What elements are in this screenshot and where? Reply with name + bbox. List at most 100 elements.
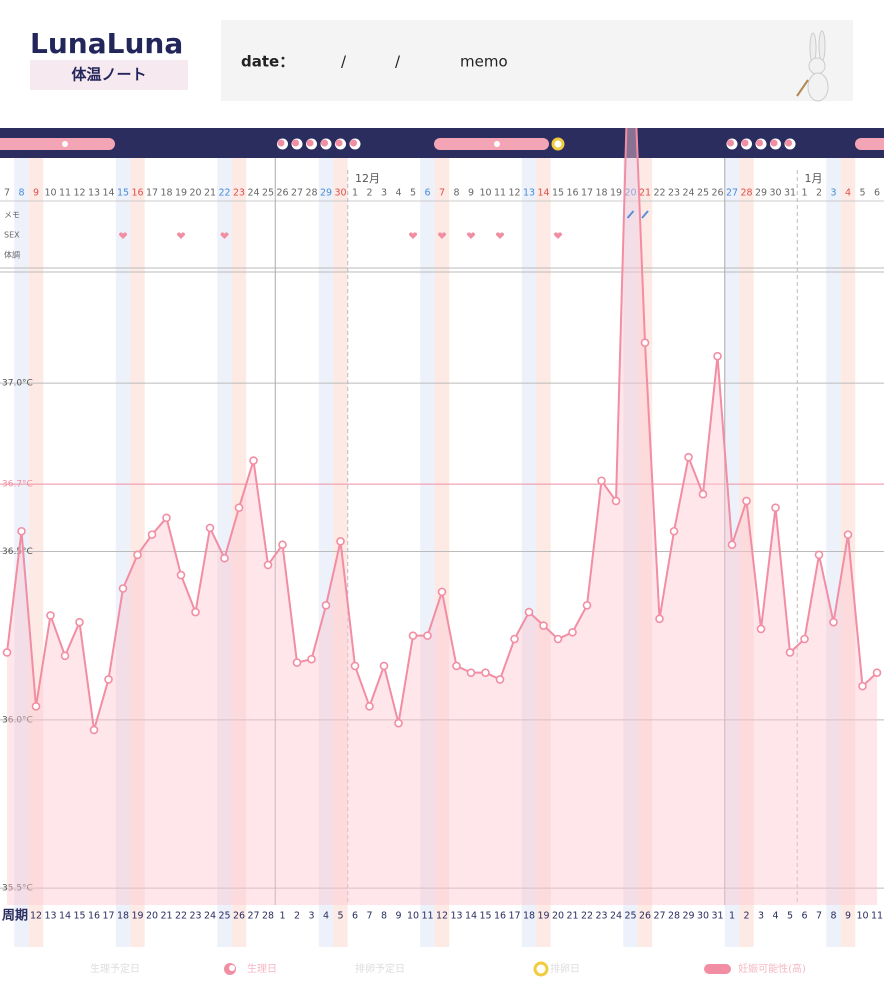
- temperature-point: [350, 661, 360, 671]
- date-label: 11: [494, 188, 506, 199]
- temperature-point: [597, 476, 606, 486]
- cycle-day-label: 8: [381, 911, 387, 922]
- date-separator: /: [395, 53, 401, 71]
- date-label: 8: [18, 188, 24, 199]
- date-label: 20: [624, 188, 636, 199]
- temperature-point: [698, 489, 708, 499]
- date-label: 28: [740, 188, 752, 199]
- temperature-point: [582, 601, 592, 610]
- temperature-point: [756, 624, 766, 634]
- row-label: 体調: [4, 250, 20, 260]
- temperature-point: [133, 550, 142, 560]
- saturday-band: [623, 158, 638, 947]
- cycle-day-label: 18: [523, 911, 535, 922]
- cycle-day-label: 30: [697, 911, 709, 922]
- temperature-point: [147, 530, 157, 539]
- cycle-day-label: 16: [494, 911, 506, 922]
- date-label: 25: [262, 188, 274, 199]
- temperature-point: [307, 654, 316, 664]
- temperature-point: [481, 668, 490, 677]
- date-label: 7: [439, 188, 445, 199]
- period-icon: [770, 139, 778, 147]
- date-label: 22: [218, 188, 230, 199]
- ovulation-icon: [551, 137, 565, 151]
- subtitle-box: [30, 60, 188, 90]
- heart-icon: [553, 232, 563, 239]
- sunday-band: [28, 158, 44, 947]
- date-label: 16: [566, 188, 578, 199]
- temperature-point: [539, 621, 548, 630]
- period-icon: [741, 139, 749, 147]
- date-label: 21: [639, 188, 651, 199]
- cycle-day-label: 2: [294, 911, 300, 922]
- sunday-band: [840, 158, 856, 947]
- date-label: 2: [366, 188, 372, 199]
- cycle-day-label: 9: [845, 911, 851, 922]
- heart-icon: [466, 232, 476, 239]
- saturday-band: [318, 158, 334, 947]
- temperature-point: [104, 675, 113, 684]
- cycle-day-label: 11: [421, 911, 433, 922]
- period-icon: [785, 139, 792, 147]
- cycle-day-label: 10: [407, 911, 419, 922]
- date-label: 24: [247, 188, 259, 199]
- date-label: 1: [801, 188, 807, 199]
- temperature-area: [7, 128, 877, 905]
- temperature-point: [249, 456, 258, 465]
- date-label: 23: [668, 188, 680, 199]
- date-label: 24: [682, 188, 694, 199]
- temperature-point: [31, 702, 41, 711]
- month-label: 1月: [805, 172, 823, 185]
- date-label: 1: [352, 188, 358, 199]
- date-label: 4: [845, 188, 851, 199]
- temperature-point: [17, 526, 26, 536]
- y-tick-label: 36.5°C: [2, 547, 33, 557]
- cycle-day-label: 10: [856, 911, 868, 922]
- date-label: 26: [711, 188, 723, 199]
- cycle-day-label: 6: [352, 911, 358, 922]
- temperature-point: [365, 702, 374, 711]
- cycle-day-label: 31: [711, 911, 723, 922]
- temperature-point: [452, 661, 461, 671]
- period-icon: [292, 139, 299, 147]
- cycle-day-label: 23: [189, 911, 201, 922]
- date-label: 14: [102, 188, 114, 199]
- cycle-day-label: 19: [537, 911, 549, 922]
- temperature-point: [495, 675, 505, 684]
- temperature-point: [713, 351, 722, 361]
- heart-icon: [495, 232, 505, 239]
- memo-icon: [641, 210, 649, 219]
- legend-label: 生理予定日: [90, 962, 140, 975]
- cycle-day-label: 14: [59, 911, 71, 922]
- cycle-day-label: 12: [30, 911, 42, 922]
- temperature-plot: [2, 128, 882, 905]
- fertile-pill: [0, 138, 115, 150]
- sunday-band: [333, 158, 348, 947]
- sunday-band: [434, 158, 450, 947]
- cycle-day-label: 15: [73, 911, 85, 922]
- period-icon: [321, 139, 328, 147]
- y-tick-label: 36.0°C: [2, 715, 33, 725]
- cycle-day-label: 22: [581, 911, 593, 922]
- temperature-point: [220, 553, 229, 563]
- temperature-point: [510, 634, 519, 644]
- cycle-day-label: 6: [801, 911, 807, 922]
- reference-label: 36.7°C: [2, 480, 33, 490]
- row-label: SEX: [4, 231, 20, 240]
- cycle-day-label: 27: [247, 911, 259, 922]
- temperature-point: [568, 627, 577, 637]
- cycle-day-label: 25: [624, 911, 636, 922]
- saturday-band: [217, 158, 232, 947]
- temperature-point: [684, 452, 693, 462]
- date-label: 28: [305, 188, 317, 199]
- sunday-band: [536, 158, 551, 947]
- legend-label: 排卵日: [550, 962, 580, 975]
- cycle-day-label: 24: [204, 911, 216, 922]
- date-label: 6: [424, 188, 430, 199]
- cycle-day-label: 26: [639, 911, 651, 922]
- heart-icon: [118, 232, 128, 239]
- drop-icon: [494, 141, 500, 147]
- date-label: 13: [523, 188, 535, 199]
- cycle-day-label: 13: [44, 911, 56, 922]
- temperature-point: [524, 607, 534, 617]
